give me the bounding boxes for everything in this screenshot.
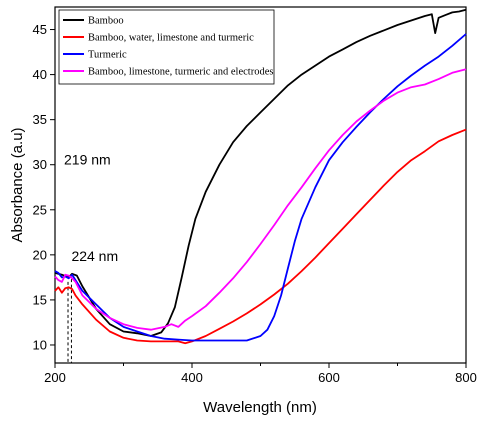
annotation-label: 224 nm (71, 248, 118, 264)
legend-label: Turmeric (88, 50, 127, 61)
x-axis-title: Wavelength (nm) (203, 399, 317, 416)
y-tick-label: 15 (33, 292, 47, 307)
legend-box (58, 9, 275, 85)
y-tick-label: 40 (33, 67, 47, 82)
wavelength-annotations: 219 nm 224 nm (64, 152, 118, 363)
annotation-label: 219 nm (64, 152, 111, 168)
x-tick-label: 800 (455, 370, 477, 385)
y-tick-label: 35 (33, 112, 47, 127)
y-tick-label: 30 (33, 157, 47, 172)
axis-ticks: 200 400 600 800 10 15 20 25 30 35 40 45 (33, 22, 477, 385)
legend-label: Bamboo, water, limestone and turmeric (88, 33, 254, 44)
series-lines (54, 8, 467, 345)
series-line-3 (54, 68, 467, 331)
x-tick-label: 600 (318, 370, 340, 385)
y-tick-label: 25 (33, 202, 47, 217)
y-tick-label: 10 (33, 337, 47, 352)
legend-label: Bamboo, limestone, turmeric and electrod… (88, 67, 273, 78)
x-tick-label: 400 (181, 370, 203, 385)
x-tick-label: 200 (44, 370, 66, 385)
series-line-0 (54, 8, 467, 337)
legend-label: Bamboo (88, 16, 124, 27)
y-tick-label: 45 (33, 22, 47, 37)
legend: Bamboo Bamboo, water, limestone and turme… (58, 9, 275, 85)
y-axis-title: Absorbance (a.u) (9, 127, 26, 242)
y-tick-label: 20 (33, 247, 47, 262)
series-line-1 (54, 128, 467, 345)
